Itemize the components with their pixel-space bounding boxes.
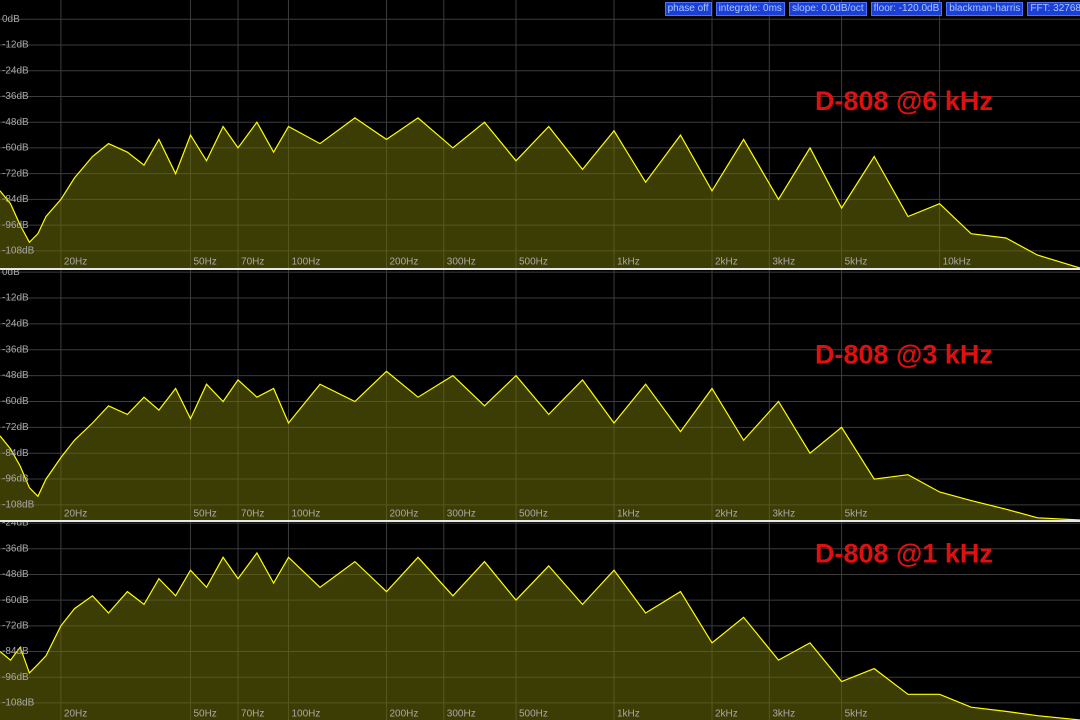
x-tick-label: 70Hz: [241, 257, 264, 268]
x-tick-label: 300Hz: [447, 257, 476, 268]
panel-title: D-808 @1 kHz: [815, 538, 993, 568]
y-tick-label: -12dB: [2, 293, 29, 304]
y-tick-label: -84dB: [2, 646, 29, 657]
y-tick-label: -96dB: [2, 220, 29, 231]
x-tick-label: 20Hz: [64, 509, 87, 520]
x-tick-label: 2kHz: [715, 257, 738, 268]
y-tick-label: -60dB: [2, 396, 29, 407]
toolbar-button[interactable]: integrate: 0ms: [715, 2, 785, 16]
panel-title: D-808 @6 kHz: [815, 86, 993, 116]
y-tick-label: -96dB: [2, 672, 29, 683]
spectrum-line: [0, 551, 1080, 720]
x-tick-label: 300Hz: [447, 709, 476, 720]
y-tick-label: -60dB: [2, 143, 29, 154]
x-tick-label: 100Hz: [291, 509, 320, 520]
y-tick-label: -72dB: [2, 168, 29, 179]
y-tick-label: -48dB: [2, 117, 29, 128]
y-tick-label: -108dB: [2, 500, 35, 511]
x-tick-label: 500Hz: [519, 709, 548, 720]
area-fill: [0, 371, 1080, 520]
y-tick-label: -60dB: [2, 595, 29, 606]
y-tick-label: -24dB: [2, 518, 29, 529]
y-tick-label: -24dB: [2, 319, 29, 330]
panel: 0dB -12dB -24dB -36dB -48dB -60dB -72dB -84dB -9…: [0, 0, 1080, 268]
panel-title: D-808 @3 kHz: [815, 339, 993, 369]
y-tick-label: -84dB: [2, 448, 29, 459]
y-tick-label: -72dB: [2, 620, 29, 631]
y-tick-label: -36dB: [2, 344, 29, 355]
x-tick-label: 50Hz: [193, 257, 216, 268]
x-tick-label: 3kHz: [772, 509, 795, 520]
x-tick-label: 70Hz: [241, 709, 264, 720]
x-tick-label: 1kHz: [617, 709, 640, 720]
toolbar-button[interactable]: phase off: [664, 2, 712, 16]
panel: -24dB -36dB -48dB -60dB -72dB -84dB -96dB -108d…: [0, 518, 1080, 720]
x-tick-label: 10kHz: [943, 257, 971, 268]
area-fill: [0, 117, 1080, 268]
y-tick-label: -48dB: [2, 569, 29, 580]
area-fill: [0, 553, 1080, 720]
spectrum-line: [0, 117, 1080, 268]
x-tick-label: 300Hz: [447, 509, 476, 520]
toolbar-button[interactable]: blackman-harris: [946, 2, 1024, 16]
y-tick-label: -108dB: [2, 245, 35, 256]
x-tick-label: 100Hz: [291, 709, 320, 720]
y-tick-label: -24dB: [2, 65, 29, 76]
y-tick-label: 0dB: [2, 267, 20, 278]
y-tick-label: -108dB: [2, 698, 35, 709]
x-tick-label: 70Hz: [241, 509, 264, 520]
x-tick-label: 100Hz: [291, 257, 320, 268]
y-tick-label: -96dB: [2, 474, 29, 485]
y-tick-label: -72dB: [2, 422, 29, 433]
x-tick-label: 500Hz: [519, 257, 548, 268]
x-tick-label: 200Hz: [389, 509, 418, 520]
x-tick-label: 5kHz: [845, 709, 868, 720]
x-tick-label: 50Hz: [193, 509, 216, 520]
x-tick-label: 2kHz: [715, 709, 738, 720]
x-tick-label: 20Hz: [64, 709, 87, 720]
y-tick-label: -36dB: [2, 543, 29, 554]
x-tick-label: 3kHz: [772, 709, 795, 720]
x-tick-label: 2kHz: [715, 509, 738, 520]
x-tick-label: 3kHz: [772, 257, 795, 268]
y-tick-label: -12dB: [2, 40, 29, 51]
x-tick-label: 1kHz: [617, 257, 640, 268]
x-tick-label: 200Hz: [389, 709, 418, 720]
x-tick-label: 5kHz: [845, 257, 868, 268]
x-tick-label: 5kHz: [845, 509, 868, 520]
toolbar-button[interactable]: floor: -120.0dB: [870, 2, 943, 16]
x-tick-label: 500Hz: [519, 509, 548, 520]
y-tick-label: -84dB: [2, 194, 29, 205]
x-tick-label: 1kHz: [617, 509, 640, 520]
panel: 0dB -12dB -24dB -36dB -48dB -60dB -72dB -84dB -9…: [0, 267, 1080, 520]
toolbar-button[interactable]: slope: 0.0dB/oct: [788, 2, 867, 16]
x-tick-label: 50Hz: [193, 709, 216, 720]
y-tick-label: -36dB: [2, 91, 29, 102]
toolbar-button[interactable]: FFT: 32768: [1027, 2, 1080, 16]
x-tick-label: 200Hz: [389, 257, 418, 268]
x-tick-label: 20Hz: [64, 257, 87, 268]
y-tick-label: 0dB: [2, 14, 20, 25]
spectrum-line: [0, 370, 1080, 520]
toolbar: phase off integrate: 0ms slope: 0.0dB/oct f…: [664, 2, 1080, 16]
y-tick-label: -48dB: [2, 370, 29, 381]
